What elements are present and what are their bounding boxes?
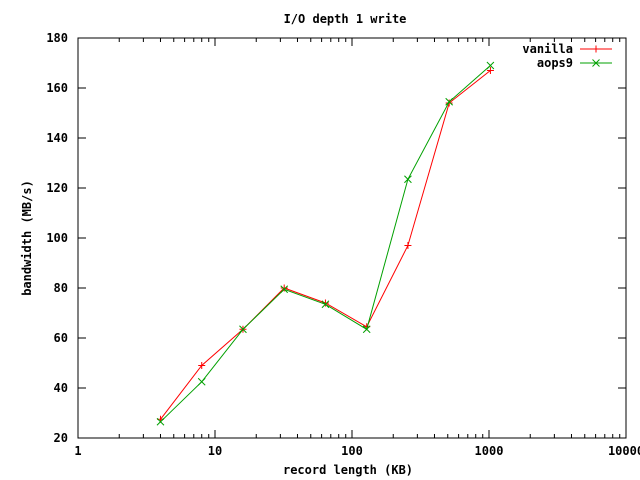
x-tick-label: 1000 bbox=[475, 444, 504, 458]
x-tick-label: 100 bbox=[341, 444, 363, 458]
data-point-aops9 bbox=[404, 175, 412, 184]
series-layer bbox=[156, 61, 495, 426]
data-point-vanilla bbox=[198, 362, 206, 369]
data-point-vanilla bbox=[280, 284, 288, 292]
data-point-aops9 bbox=[280, 285, 289, 294]
data-point-vanilla bbox=[486, 67, 494, 74]
data-point-aops9 bbox=[486, 61, 495, 70]
axis-ticks bbox=[77, 37, 627, 439]
plot-frame bbox=[77, 37, 627, 439]
y-tick-label: 20 bbox=[54, 431, 68, 445]
chart-title: I/O depth 1 write bbox=[284, 12, 407, 26]
series-vanilla bbox=[156, 67, 494, 423]
data-point-aops9 bbox=[239, 325, 247, 334]
y-tick-label: 160 bbox=[46, 81, 68, 95]
y-tick-label: 180 bbox=[46, 31, 68, 45]
data-point-aops9 bbox=[197, 377, 206, 386]
data-point-vanilla bbox=[445, 99, 453, 107]
y-tick-label: 120 bbox=[46, 181, 68, 195]
series-aops9 bbox=[156, 61, 495, 426]
series-line-aops9 bbox=[160, 65, 491, 423]
y-tick-label: 60 bbox=[54, 331, 68, 345]
x-axis-label: record length (KB) bbox=[283, 463, 413, 477]
legend-item-vanilla: vanilla bbox=[522, 42, 612, 56]
data-point-aops9 bbox=[362, 325, 371, 334]
legend-label: vanilla bbox=[522, 42, 573, 56]
x-tick-label: 10000 bbox=[608, 444, 640, 458]
legend-marker bbox=[592, 59, 600, 67]
legend-label: aops9 bbox=[537, 56, 573, 70]
y-tick-label: 100 bbox=[46, 231, 68, 245]
legend-marker bbox=[592, 45, 600, 53]
legend-item-aops9: aops9 bbox=[537, 56, 612, 70]
y-tick-label: 80 bbox=[54, 281, 68, 295]
data-point-aops9 bbox=[156, 417, 165, 426]
data-point-vanilla bbox=[404, 242, 412, 249]
data-point-aops9 bbox=[321, 300, 330, 309]
tick-labels: 20 40 60 80 100 120 140 160 180 1 10 100 1000 10000 bbox=[46, 31, 640, 458]
y-tick-label: 40 bbox=[54, 381, 68, 395]
y-axis-label: bandwidth (MB/s) bbox=[20, 180, 34, 296]
x-tick-label: 1 bbox=[74, 444, 81, 458]
data-point-aops9 bbox=[445, 97, 454, 106]
series-line-vanilla bbox=[160, 70, 491, 420]
y-tick-label: 140 bbox=[46, 131, 68, 145]
x-tick-label: 10 bbox=[208, 444, 222, 458]
